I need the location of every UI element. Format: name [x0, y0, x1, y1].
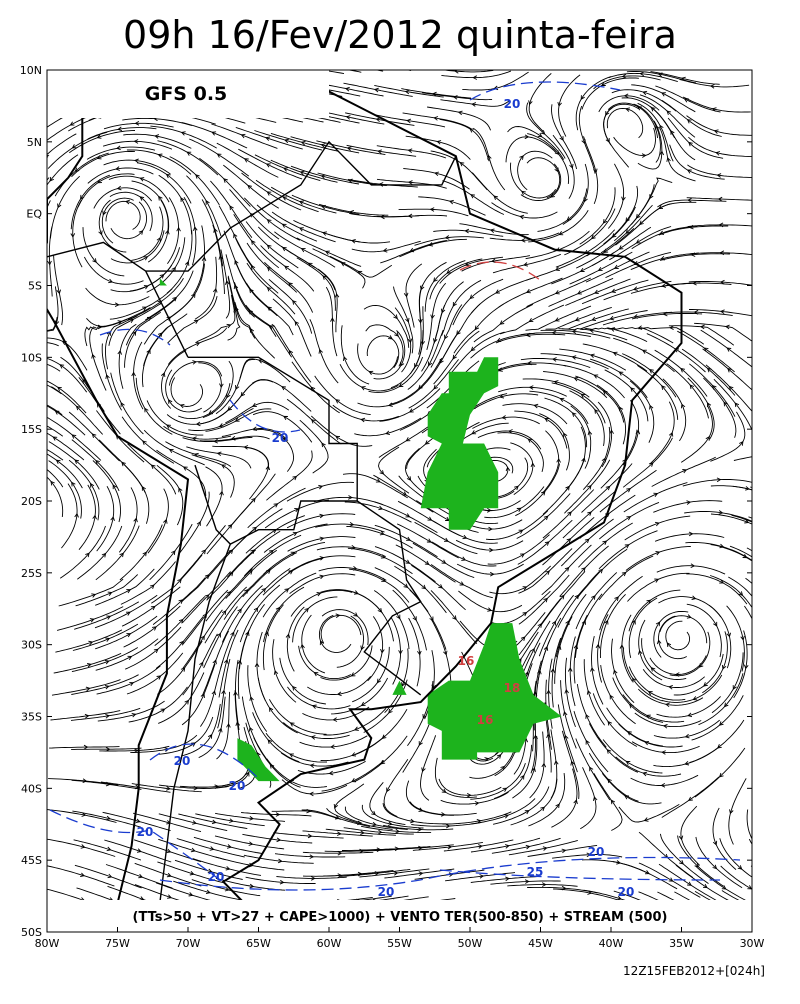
stream-arrow: [27, 376, 31, 380]
stream-arrow: [21, 340, 25, 344]
lon-label: 60W: [317, 937, 342, 950]
lat-label: EQ: [26, 208, 42, 221]
lat-label: 45S: [21, 854, 42, 867]
map-area: [0, 41, 800, 982]
contour-label: 25: [527, 865, 544, 879]
stream-arrow: [763, 526, 767, 529]
streamline: [750, 487, 800, 521]
stream-arrow: [778, 531, 782, 535]
stream-arrow: [781, 499, 785, 503]
contour-label: 20: [174, 754, 191, 768]
stream-arrow: [29, 396, 33, 400]
lon-label: 50W: [458, 937, 483, 950]
stream-arrow: [784, 468, 788, 472]
lon-label: 70W: [176, 937, 201, 950]
stream-arrow: [23, 181, 27, 185]
streamline: [754, 911, 800, 930]
stream-arrow: [30, 417, 34, 421]
lat-label: 25S: [21, 567, 42, 580]
stream-arrow: [30, 440, 34, 443]
stream-arrow: [13, 100, 17, 103]
lon-label: 35W: [669, 937, 694, 950]
lat-label: 15S: [21, 423, 42, 436]
contour-label: 20: [588, 845, 605, 859]
map-title: 09h 16/Fev/2012 quinta-feira: [123, 13, 677, 57]
streamline: [0, 85, 47, 118]
contour-label: 20: [137, 825, 154, 839]
stream-arrow: [35, 461, 39, 464]
contour-label: 18: [504, 681, 521, 695]
timestamp: 12Z15FEB2012+[024h]: [623, 964, 765, 978]
stream-arrow: [755, 924, 759, 928]
lat-label: 30S: [21, 639, 42, 652]
lon-label: 30W: [740, 937, 765, 950]
stream-arrow: [753, 842, 757, 846]
contour-label: 20: [378, 885, 395, 899]
stream-arrow: [323, 64, 327, 68]
streamline: [749, 839, 800, 883]
stream-arrow: [42, 127, 46, 131]
stream-arrow: [760, 561, 764, 565]
lat-label: 5N: [27, 136, 42, 149]
lon-label: 55W: [387, 937, 412, 950]
contour-label: 16: [458, 654, 475, 668]
streamline: [342, 57, 411, 70]
stream-arrow: [768, 603, 771, 607]
stream-arrow: [768, 452, 772, 456]
stream-arrow: [753, 598, 757, 602]
lat-label: 10N: [20, 64, 42, 77]
lat-label: 5S: [28, 280, 42, 293]
stream-arrow: [766, 493, 770, 497]
stream-arrow: [404, 63, 408, 67]
lon-label: 65W: [246, 937, 271, 950]
contour-label: 20: [618, 885, 635, 899]
streamline: [751, 866, 800, 898]
stream-arrow: [779, 884, 783, 887]
lat-label: 10S: [21, 351, 42, 364]
stream-arrow: [757, 637, 761, 641]
lat-label: 35S: [21, 711, 42, 724]
stream-arrow: [373, 62, 377, 66]
contour-label: 16: [477, 713, 494, 727]
lat-label: 40S: [21, 782, 42, 795]
stream-arrow: [39, 100, 43, 103]
stream-arrow: [784, 902, 788, 906]
streamline: [749, 517, 800, 556]
contour-label: 20: [208, 870, 225, 884]
contour-label: 20: [272, 431, 289, 445]
lon-label: 80W: [35, 937, 60, 950]
lon-label: 40W: [599, 937, 624, 950]
streamline: [373, 58, 442, 70]
stream-arrow: [28, 331, 32, 335]
stream-arrow: [345, 63, 349, 67]
contour-label: 20: [504, 97, 521, 111]
stream-arrow: [433, 65, 437, 69]
model-label: GFS 0.5: [145, 83, 228, 105]
lon-label: 75W: [105, 937, 130, 950]
streamline: [314, 59, 383, 71]
streamline: [4, 157, 48, 212]
streamline: [753, 889, 800, 913]
lon-label: 45W: [528, 937, 553, 950]
lat-label: 20S: [21, 495, 42, 508]
stream-arrow: [787, 921, 791, 925]
map-background: [47, 70, 752, 932]
stream-arrow: [771, 864, 775, 868]
streamline: [401, 61, 471, 70]
streamline: [752, 460, 800, 493]
stream-arrow: [18, 156, 22, 160]
stream-arrow: [774, 566, 778, 570]
contour-label: 20: [229, 779, 246, 793]
stream-arrow: [37, 233, 41, 237]
streamline: [747, 548, 800, 594]
stream-arrow: [15, 129, 19, 133]
legend-text: (TTs>50 + VT>27 + CAPE>1000) + VENTO TER…: [133, 910, 668, 925]
